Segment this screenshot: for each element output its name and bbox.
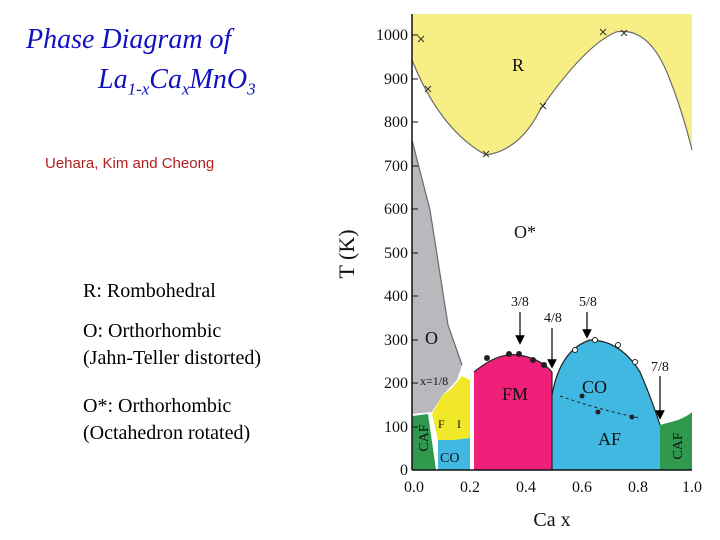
y-tick-label-0: 0: [400, 462, 408, 479]
phase-label-x18: x=1/8: [420, 374, 448, 388]
region-caf-left: [412, 414, 436, 470]
marker-r-6: [620, 29, 628, 37]
formula-mno: MnO: [189, 64, 248, 95]
region-co-right: [552, 340, 660, 470]
region-co-left: [438, 434, 470, 470]
y-tick-label-500: 500: [384, 245, 408, 262]
y-tick-label-800: 800: [384, 114, 408, 131]
y-tick-label-900: 900: [384, 71, 408, 88]
marker-co-4: [632, 359, 638, 365]
region-o: [412, 140, 462, 414]
phase-label-r: R: [512, 55, 524, 75]
y-tick-label-400: 400: [384, 288, 408, 305]
marker-co-2: [592, 337, 598, 343]
x-tick-label-4: 0.8: [628, 479, 648, 496]
phase-diagram: 0 100 200 300 400 500 600 700 800 900 10…: [334, 14, 702, 531]
phase-label-ostar: O*: [514, 222, 536, 242]
y-tick-label-200: 200: [384, 375, 408, 392]
legend-o: O: Orthorhombic: [83, 320, 222, 342]
y-tick-label-100: 100: [384, 419, 408, 436]
title-formula: La1-xCaxMnO3: [98, 64, 256, 100]
y-tick-label-300: 300: [384, 332, 408, 349]
phase-label-caf-right: CAF: [671, 432, 686, 459]
y-tick-label-700: 700: [384, 158, 408, 175]
markers-af: [579, 393, 635, 420]
y-tick-label-1000: 1000: [376, 27, 408, 44]
y-ticks: [412, 34, 418, 471]
phase-label-fm: FM: [502, 384, 528, 404]
arrow-label-3-8: 3/8: [511, 295, 529, 310]
phase-label-f: F: [438, 417, 445, 431]
phase-label-co-right: CO: [582, 377, 607, 397]
formula-sub-1mx: 1-x: [127, 79, 150, 99]
phase-label-af: AF: [598, 429, 621, 449]
phase-label-i: I: [457, 417, 461, 431]
marker-r-3: [482, 150, 490, 158]
markers-co: [572, 337, 638, 365]
phase-label-co-left: CO: [440, 451, 459, 466]
marker-fm-3: [516, 351, 522, 357]
x-tick-label-0: 0.0: [404, 479, 424, 496]
x-tick-label-2: 0.4: [516, 479, 536, 496]
x-tick-label-3: 0.6: [572, 479, 592, 496]
y-axis-label: T (K): [334, 229, 359, 278]
formula-ca: Ca: [149, 64, 182, 95]
marker-r-4: [539, 102, 547, 110]
formula-sub-x: x: [181, 79, 190, 99]
marker-fm-2: [506, 351, 512, 357]
x-tick-label-5: 1.0: [682, 479, 702, 496]
phase-label-caf-left: CAF: [417, 424, 432, 451]
marker-fm-4: [530, 357, 536, 363]
region-fm: [474, 354, 552, 470]
region-f: [432, 388, 454, 440]
legend-r: R: Rombohedral: [83, 280, 216, 302]
marker-r-5: [599, 28, 607, 36]
phase-label-o: O: [425, 328, 438, 348]
marker-r-1: [417, 35, 425, 43]
marker-fm-5: [541, 362, 547, 368]
x-axis-label: Ca x: [533, 509, 570, 531]
marker-af-3: [629, 414, 635, 420]
marker-fm-1: [484, 355, 490, 361]
region-caf-right: [660, 412, 692, 470]
markers-r: [417, 28, 628, 158]
region-r: [412, 14, 692, 155]
legend-o-note: (Jahn-Teller distorted): [83, 347, 261, 369]
arrow-label-7-8: 7/8: [651, 360, 669, 375]
region-i: [452, 376, 470, 440]
arrow-label-5-8: 5/8: [579, 295, 597, 310]
marker-af-2: [595, 409, 601, 415]
boundary-o: [411, 139, 463, 366]
authors: Uehara, Kim and Cheong: [45, 155, 215, 172]
boundary-co: [551, 339, 661, 426]
legend-ostar-note: (Octahedron rotated): [83, 422, 251, 444]
title-line1: Phase Diagram of: [26, 24, 232, 55]
marker-r-2: [424, 85, 432, 93]
marker-af-1: [579, 393, 585, 399]
markers-fm: [484, 351, 547, 368]
formula-la: La: [98, 64, 128, 95]
boundary-r: [411, 30, 693, 156]
y-tick-label-600: 600: [384, 201, 408, 218]
x-tick-label-1: 0.2: [460, 479, 480, 496]
marker-co-3: [615, 342, 621, 348]
marker-co-1: [572, 347, 578, 353]
legend-ostar: O*: Orthorhombic: [83, 395, 232, 417]
formula-sub-3: 3: [247, 79, 256, 99]
arrow-label-4-8: 4/8: [544, 311, 562, 326]
